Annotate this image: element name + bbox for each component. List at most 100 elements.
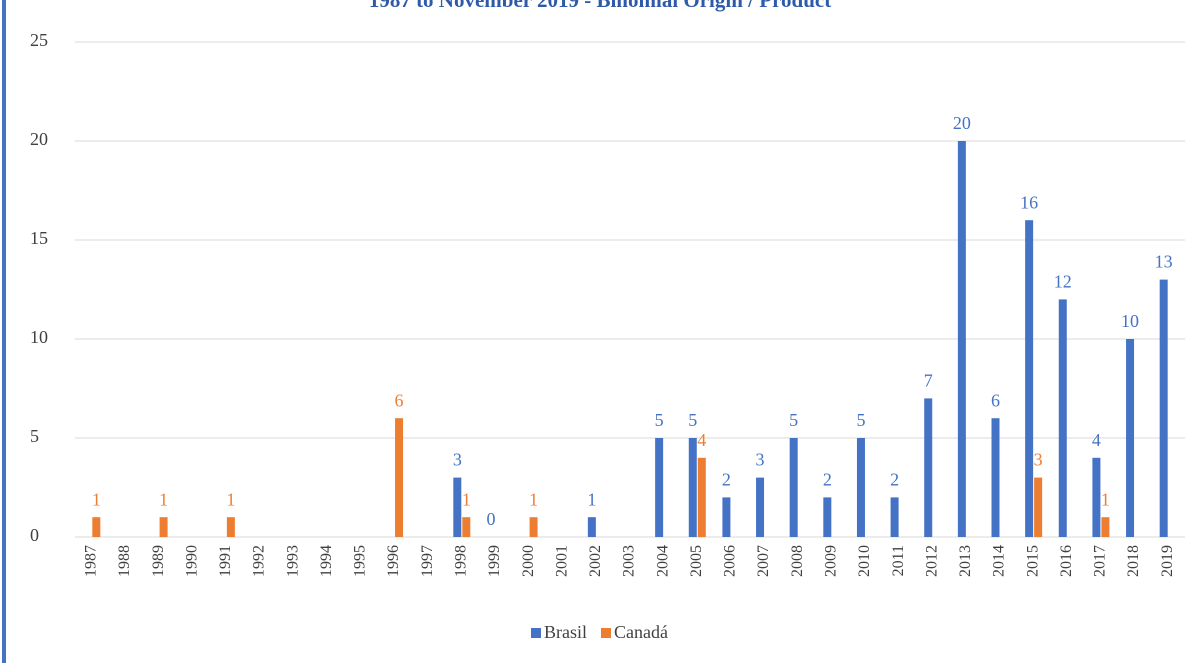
data-label: 0 — [486, 509, 495, 529]
x-tick-label: 1998 — [452, 545, 469, 577]
bar — [924, 398, 933, 537]
data-label: 1 — [92, 489, 101, 509]
x-tick-label: 1995 — [352, 545, 369, 577]
data-label: 13 — [1155, 252, 1173, 272]
bar — [697, 457, 706, 537]
x-tick-label: 2016 — [1058, 545, 1075, 577]
x-tick-label: 1991 — [217, 545, 234, 577]
bar — [856, 438, 865, 537]
bar — [1025, 220, 1034, 537]
x-tick-label: 1994 — [318, 545, 335, 577]
y-tick-label: 20 — [30, 129, 48, 149]
bar — [1092, 457, 1101, 537]
data-label: 2 — [823, 470, 832, 490]
x-tick-label: 2014 — [991, 545, 1008, 577]
data-label: 3 — [1034, 450, 1043, 470]
bar — [462, 517, 471, 537]
bar — [823, 497, 832, 537]
data-label: 1 — [159, 489, 168, 509]
x-tick-label: 2015 — [1024, 545, 1041, 577]
data-label: 5 — [856, 410, 865, 430]
data-label: 1 — [462, 489, 471, 509]
bar — [890, 497, 899, 537]
bar — [453, 477, 462, 537]
x-tick-label: 1993 — [284, 545, 301, 577]
x-tick-label: 1990 — [183, 545, 200, 577]
legend-swatch — [601, 628, 611, 638]
x-tick-label: 2005 — [688, 545, 705, 577]
x-tick-label: 2018 — [1125, 545, 1142, 577]
x-tick-label: 1996 — [385, 545, 402, 577]
x-tick-label: 2011 — [890, 545, 907, 576]
bar — [587, 517, 596, 537]
x-tick-label: 1997 — [419, 545, 436, 577]
x-tick-label: 2009 — [822, 545, 839, 577]
bar — [688, 438, 697, 537]
bar — [92, 517, 101, 537]
data-label: 16 — [1020, 192, 1038, 212]
data-label: 1 — [529, 489, 538, 509]
data-label: 6 — [991, 390, 1000, 410]
x-tick-label: 2012 — [923, 545, 940, 577]
data-label: 4 — [697, 430, 706, 450]
bar — [395, 418, 404, 537]
data-label: 4 — [1092, 430, 1101, 450]
x-tick-label: 2019 — [1159, 545, 1176, 577]
x-tick-label: 2008 — [789, 545, 806, 577]
x-tick-label: 2004 — [654, 545, 671, 577]
bar — [529, 517, 538, 537]
legend-label: Canadá — [614, 622, 668, 642]
data-label: 5 — [655, 410, 664, 430]
bar — [722, 497, 731, 537]
x-tick-label: 2010 — [856, 545, 873, 577]
data-label: 3 — [453, 450, 462, 470]
x-tick-label: 2006 — [722, 545, 739, 577]
x-tick-label: 1988 — [116, 545, 133, 577]
bar — [991, 418, 1000, 537]
bar — [1034, 477, 1043, 537]
x-tick-label: 2013 — [957, 545, 974, 577]
legend-label: Brasil — [544, 622, 587, 642]
bar — [1058, 299, 1067, 537]
data-label: 3 — [756, 450, 765, 470]
x-tick-label: 1987 — [82, 545, 99, 577]
data-label: 1 — [587, 489, 596, 509]
bar — [1101, 517, 1110, 537]
data-label: 7 — [924, 371, 933, 391]
bar — [789, 438, 798, 537]
x-tick-label: 2000 — [520, 545, 537, 577]
bar — [756, 477, 765, 537]
y-tick-label: 15 — [30, 228, 48, 248]
data-label: 5 — [789, 410, 798, 430]
y-tick-label: 25 — [30, 30, 48, 50]
x-tick-label: 2017 — [1092, 545, 1109, 577]
x-tick-label: 1989 — [150, 545, 167, 577]
bar — [655, 438, 664, 537]
data-label: 1 — [1101, 489, 1110, 509]
data-label: 6 — [395, 390, 404, 410]
bar — [1159, 279, 1168, 537]
data-label: 1 — [226, 489, 235, 509]
x-tick-label: 1999 — [486, 545, 503, 577]
data-label: 5 — [688, 410, 697, 430]
bar — [1126, 339, 1135, 537]
x-tick-label: 1992 — [251, 545, 268, 577]
bar — [159, 517, 168, 537]
chart-title: 1987 to November 2019 - Binomial Origin … — [369, 0, 831, 12]
x-tick-label: 2001 — [553, 545, 570, 577]
bar — [226, 517, 235, 537]
x-tick-label: 2002 — [587, 545, 604, 577]
data-label: 2 — [722, 470, 731, 490]
y-tick-label: 5 — [30, 426, 39, 446]
data-label: 12 — [1054, 272, 1072, 292]
legend-swatch — [531, 628, 541, 638]
data-label: 2 — [890, 470, 899, 490]
data-label: 20 — [953, 113, 971, 133]
bar — [957, 141, 966, 537]
y-tick-label: 10 — [30, 327, 48, 347]
x-tick-label: 2007 — [755, 545, 772, 577]
data-label: 10 — [1121, 311, 1139, 331]
y-tick-label: 0 — [30, 525, 39, 545]
